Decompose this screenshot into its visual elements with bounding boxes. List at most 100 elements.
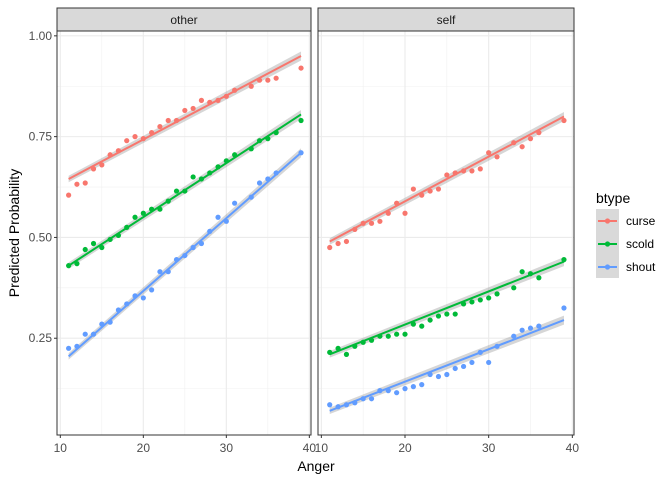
data-point-curse <box>82 180 88 186</box>
data-point-shout <box>149 287 155 293</box>
data-point-curse <box>140 136 146 142</box>
data-point-shout <box>494 343 500 349</box>
data-point-curse <box>124 138 130 144</box>
data-point-shout <box>140 295 146 301</box>
data-point-curse <box>536 130 542 136</box>
data-point-shout <box>215 214 221 220</box>
data-point-curse <box>410 186 416 192</box>
data-point-scold <box>527 271 534 277</box>
data-point-curse <box>223 93 229 99</box>
data-point-scold <box>519 269 525 275</box>
data-point-curse <box>298 65 304 71</box>
data-point-curse <box>452 170 458 176</box>
data-point-scold <box>394 331 400 337</box>
data-point-curse <box>469 168 475 174</box>
data-point-scold <box>486 295 492 301</box>
data-point-scold <box>343 351 350 357</box>
data-point-shout <box>207 228 213 234</box>
data-point-scold <box>511 285 517 291</box>
facet-strip-label: other <box>170 13 197 27</box>
data-point-scold <box>385 333 391 339</box>
x-tick-label: 20 <box>398 441 412 455</box>
data-point-shout <box>248 194 254 200</box>
data-point-curse <box>335 240 341 247</box>
data-point-shout <box>402 386 408 392</box>
data-point-shout <box>377 388 383 394</box>
data-point-shout <box>460 363 467 370</box>
legend-key-point-curse <box>604 218 611 224</box>
data-point-curse <box>385 210 391 216</box>
data-point-shout <box>360 396 366 402</box>
data-point-shout <box>107 319 113 325</box>
data-point-shout <box>511 333 517 339</box>
legend-title: btype <box>596 190 630 206</box>
legend-label-scold: scold <box>626 237 654 251</box>
data-point-shout <box>256 180 263 186</box>
data-point-curse <box>394 200 400 206</box>
data-point-scold <box>427 317 433 323</box>
data-point-shout <box>452 365 458 372</box>
data-point-scold <box>173 188 180 194</box>
data-point-scold <box>561 257 567 263</box>
panel-border <box>56 30 312 436</box>
data-point-curse <box>74 181 80 187</box>
x-tick-label: 10 <box>54 441 68 455</box>
data-point-scold <box>452 311 458 317</box>
data-point-shout <box>519 327 525 333</box>
data-point-scold <box>377 333 383 339</box>
data-point-shout <box>66 345 72 351</box>
data-point-shout <box>265 176 271 182</box>
data-point-scold <box>469 299 475 305</box>
legend-key-point-shout <box>604 264 611 270</box>
data-point-scold <box>256 138 263 144</box>
panel-border <box>317 30 575 436</box>
data-point-shout <box>469 359 475 366</box>
panel-other: other 10 20 30 40 0.25 0.50 0.75 1.00 <box>29 7 316 455</box>
data-point-shout <box>435 373 442 380</box>
fit-line-curse <box>329 115 565 243</box>
data-point-curse <box>198 97 205 103</box>
data-point-curse <box>477 166 483 172</box>
data-point-scold <box>107 236 113 243</box>
data-point-shout <box>198 240 205 247</box>
y-tick-label: 0.25 <box>29 331 53 345</box>
data-point-curse <box>256 77 263 83</box>
data-point-scold <box>232 152 238 158</box>
data-point-curse <box>90 166 97 172</box>
data-point-curse <box>182 107 188 114</box>
data-point-shout <box>536 323 542 329</box>
data-point-curse <box>327 244 333 251</box>
data-point-curse <box>402 210 408 216</box>
data-point-scold <box>157 206 163 212</box>
data-point-shout <box>335 404 341 410</box>
data-point-shout <box>419 382 425 388</box>
legend-label-shout: shout <box>626 260 656 274</box>
data-point-scold <box>190 174 196 180</box>
data-point-curse <box>527 136 534 142</box>
data-point-shout <box>173 257 180 263</box>
data-point-curse <box>66 192 72 198</box>
data-point-scold <box>124 224 130 230</box>
data-point-curse <box>107 152 113 158</box>
data-point-shout <box>394 390 400 396</box>
data-point-scold <box>74 261 80 267</box>
data-point-shout <box>486 359 492 366</box>
legend-label-curse: curse <box>626 214 656 228</box>
data-point-curse <box>157 123 163 130</box>
data-point-curse <box>132 134 138 140</box>
data-point-shout <box>477 349 483 355</box>
data-point-curse <box>173 117 180 124</box>
legend: btype curse scold shout <box>596 190 656 278</box>
data-point-curse <box>115 148 122 154</box>
data-point-shout <box>327 402 333 408</box>
data-point-scold <box>419 323 425 329</box>
data-point-curse <box>494 154 500 160</box>
data-point-scold <box>444 311 450 317</box>
data-point-scold <box>435 313 442 319</box>
data-point-curse <box>352 226 358 232</box>
facet-strip-label: self <box>437 13 456 27</box>
data-point-scold <box>82 246 88 253</box>
data-point-scold <box>140 210 146 216</box>
data-point-scold <box>460 301 467 307</box>
data-point-scold <box>90 240 97 247</box>
